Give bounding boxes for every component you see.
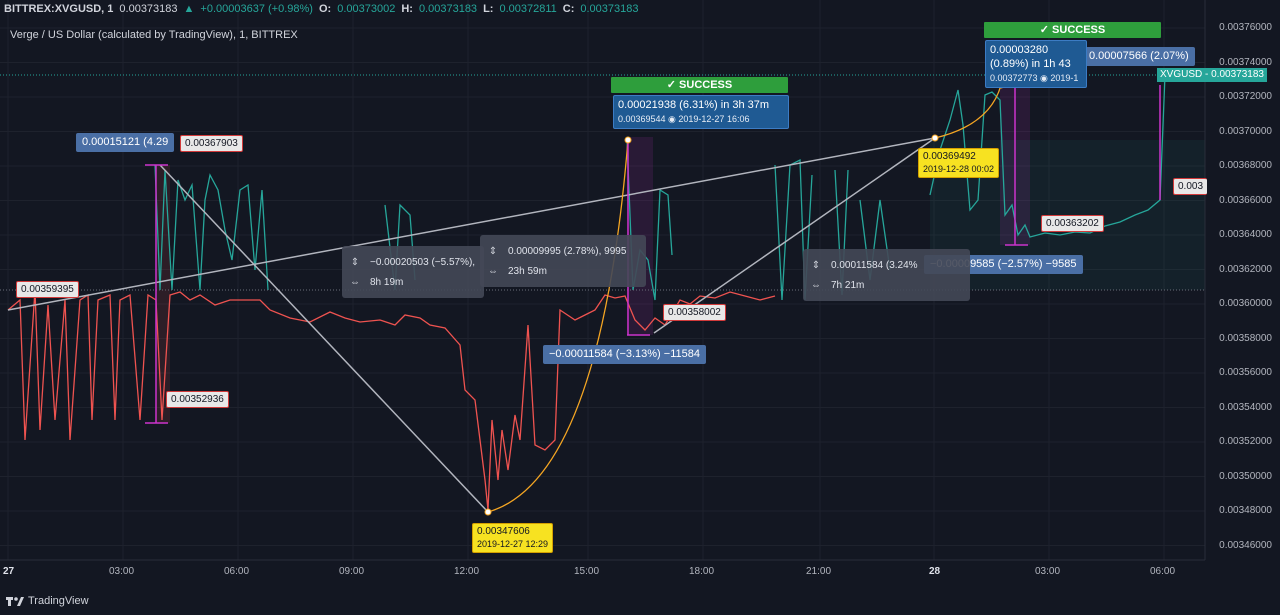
range-price-change: 0.00009995 (2.78%), 9995 [508,245,627,257]
price-line-down [7,289,776,511]
price-tick-label: 0.00370000 [1219,125,1272,137]
price-label[interactable]: 0.00359395 [16,281,79,298]
date-price-range-box[interactable]: ⇕ −0.00020503 (−5.57%), ⇔ 8h 19m [342,246,484,298]
high-value: 0.00373183 [418,3,478,15]
price-tick-label: 0.00364000 [1219,229,1272,240]
price-label[interactable]: 0.00352936 [166,391,229,408]
price-tick-label: 0.00362000 [1219,263,1272,275]
time-range-icon: ⇔ [811,279,821,291]
price-label[interactable]: 0.00363202 [1041,215,1104,232]
point-label-date: 2019-12-27 12:29 [477,539,549,549]
time-range-icon: ⇔ [350,276,360,288]
price-range-icon: ⇕ [811,259,821,271]
open-label: O: [318,3,332,15]
price-label[interactable]: 0.00358002 [663,304,726,321]
trend-line [653,137,936,334]
range-duration: 7h 21m [831,279,865,291]
range-price-change: 0.00011584 (3.24% [831,259,918,271]
forecast-change: 0.00021938 (6.31%) in 3h 37m [618,99,770,111]
triangle-up-icon: ▲ [183,3,195,15]
price-tick-label: 0.00354000 [1219,401,1272,413]
price-tick-label: 0.00374000 [1219,56,1272,68]
range-price-change: −0.00020503 (−5.57%), [370,256,476,268]
measure-label[interactable]: 0.00015121 (4.29 [76,133,175,152]
date-price-range-box[interactable]: ⇕ 0.00009995 (2.78%), 9995 ⇔ 23h 59m [480,235,646,287]
chart-title: Verge / US Dollar (calculated by Trading… [10,29,298,41]
price-tick-label: 0.00368000 [1219,160,1272,171]
point-label-date: 2019-12-28 00:02 [923,164,995,174]
symbol-name[interactable]: BITTREX:XVGUSD, 1 [4,3,114,15]
measure-label[interactable]: 0.00007566 (2.07%) [1083,47,1195,66]
price-label[interactable]: 0.00367903 [180,135,243,152]
price-tick-label: 0.00350000 [1219,470,1272,482]
low-label: L: [483,3,494,15]
range-duration: 8h 19m [370,276,404,288]
forecast-curve [934,84,1002,139]
forecast-curve [487,139,629,513]
success-badge[interactable]: ✓ SUCCESS [611,77,788,93]
price-tick-label: 0.00372000 [1219,91,1272,102]
price-change: +0.00003637 (+0.98%) [200,3,313,15]
date-price-range-box[interactable]: ⇕ 0.00011584 (3.24% ⇔ 7h 21m [803,249,970,301]
measure-label[interactable]: −0.00011584 (−3.13%) −11584 [543,345,706,364]
price-tick-label: 0.00346000 [1219,539,1272,551]
brand-name: TradingView [28,595,89,607]
close-value: 0.00373183 [580,3,639,15]
forecast-change: 0.00003280 (0.89%) in 1h 43 [990,44,1071,70]
time-tick-label: 21:00 [806,566,832,577]
close-label: C: [562,3,575,15]
time-tick-label: 27 [3,566,15,577]
forecast-info-box[interactable]: 0.00021938 (6.31%) in 3h 37m 0.00369544 … [613,95,789,129]
time-tick-label: 06:00 [224,566,250,577]
time-tick-label: 12:00 [454,566,480,577]
range-shading [156,82,1205,423]
time-tick-label: 03:00 [1035,566,1061,577]
price-tick-label: 0.00352000 [1219,436,1272,447]
success-badge[interactable]: ✓ SUCCESS [984,22,1161,38]
trend-line [7,137,936,311]
last-price-tag-value: 0.00373183 [1211,69,1264,80]
price-range-icon: ⇕ [488,245,498,257]
price-label[interactable]: 0.003 [1173,178,1208,195]
trend-line [159,164,489,513]
price-tick-label: 0.00376000 [1219,22,1272,33]
tradingview-branding[interactable]: TradingView [6,595,89,607]
low-value: 0.00372811 [499,3,557,15]
time-tick-label: 18:00 [689,566,715,577]
anchor-point [624,136,632,144]
price-tick-label: 0.00358000 [1219,332,1272,344]
time-tick-label: 15:00 [574,566,600,577]
price-range-icon: ⇕ [350,256,360,268]
time-range-icon: ⇔ [488,265,498,277]
open-value: 0.00373002 [337,3,396,15]
point-label[interactable]: 0.00347606 2019-12-27 12:29 [472,523,554,553]
high-label: H: [401,3,413,15]
last-price-tag-symbol: XVGUSD [1160,69,1203,80]
time-tick-label: 03:00 [109,566,135,577]
price-tick-label: 0.00348000 [1219,505,1272,516]
last-price-tag: XVGUSD - 0.00373183 [1157,68,1267,82]
forecast-info-box[interactable]: 0.00003280 (0.89%) in 1h 43 0.00372773 ◉… [985,40,1087,88]
forecast-target: 0.00369544 ◉ 2019-12-27 16:06 [618,114,750,124]
anchor-point [931,134,939,142]
range-duration: 23h 59m [508,265,547,277]
anchor-point [484,508,492,516]
point-label[interactable]: 0.00369492 2019-12-28 00:02 [918,148,1000,178]
time-tick-label: 06:00 [1150,566,1176,577]
symbol-header: BITTREX:XVGUSD, 1 0.00373183 ▲ +0.000036… [0,0,1209,18]
time-tick-label: 28 [929,566,941,577]
price-tick-label: 0.00356000 [1219,367,1272,378]
tradingview-logo-icon [6,597,24,606]
last-price: 0.00373183 [119,3,178,15]
forecast-target: 0.00372773 ◉ 2019-1 [990,73,1079,83]
point-label-price: 0.00369492 [923,151,976,162]
price-tick-label: 0.00366000 [1219,194,1272,206]
price-tick-label: 0.00360000 [1219,298,1272,309]
time-tick-label: 09:00 [339,566,365,577]
point-label-price: 0.00347606 [477,526,530,537]
